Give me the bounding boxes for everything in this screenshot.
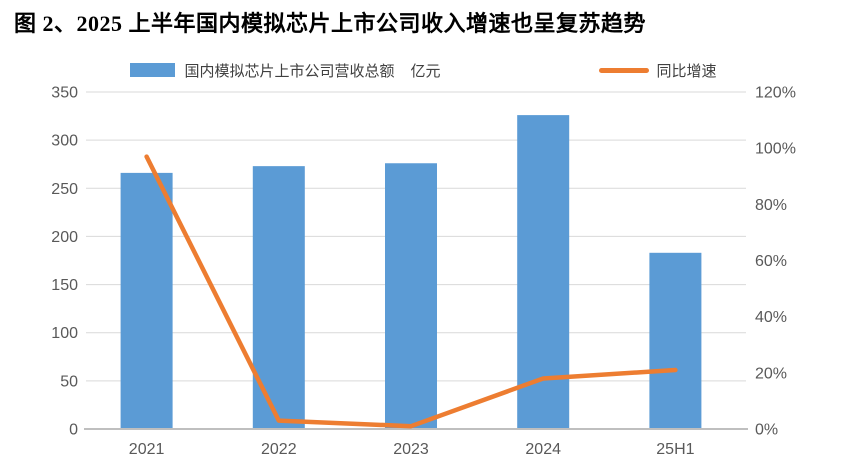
legend-unit-revenue: 亿元 [410,62,441,80]
left-axis-tick-0: 0 [69,422,78,439]
left-axis-tick-200: 200 [51,229,78,246]
left-axis-tick-250: 250 [51,181,78,198]
x-axis-label-25H1: 25H1 [656,441,694,458]
line-series-swatch-icon [598,67,649,73]
legend-label-revenue: 国内模拟芯片上市公司营收总额 [184,62,395,80]
bar-2024 [517,115,570,429]
legend-item-growth: 同比增速 [598,60,717,81]
right-axis-tick-120: 120% [755,85,796,102]
right-axis-tick-100: 100% [755,141,796,158]
bar-2022 [252,166,305,429]
left-axis-tick-350: 350 [51,85,78,102]
bar-series-swatch-icon [130,63,176,77]
x-axis-label-2021: 2021 [129,441,165,458]
right-axis-tick-40: 40% [755,309,787,326]
left-axis-tick-100: 100 [51,325,78,342]
right-axis-tick-60: 60% [755,253,787,270]
growth-line [144,154,678,429]
figure-title: 图 2、2025 上半年国内模拟芯片上市公司收入增速也呈复苏趋势 [14,11,647,36]
x-axis-label-2022: 2022 [261,441,297,458]
left-axis-tick-150: 150 [51,277,78,294]
right-axis-tick-0: 0% [755,422,778,439]
left-axis-tick-50: 50 [60,373,78,390]
x-axis-label-2023: 2023 [393,441,429,458]
chart-legend: 国内模拟芯片上市公司营收总额 亿元 同比增速 [0,56,847,84]
bar-2023 [385,163,437,429]
bar-2021 [120,172,173,429]
right-axis-tick-20: 20% [755,365,787,382]
x-axis-label-2024: 2024 [525,441,561,458]
legend-label-growth: 同比增速 [656,62,717,80]
right-axis-tick-80: 80% [755,197,787,214]
bar-25H1 [649,252,702,429]
legend-item-revenue: 国内模拟芯片上市公司营收总额 亿元 [130,60,441,81]
left-axis-tick-300: 300 [51,133,78,150]
